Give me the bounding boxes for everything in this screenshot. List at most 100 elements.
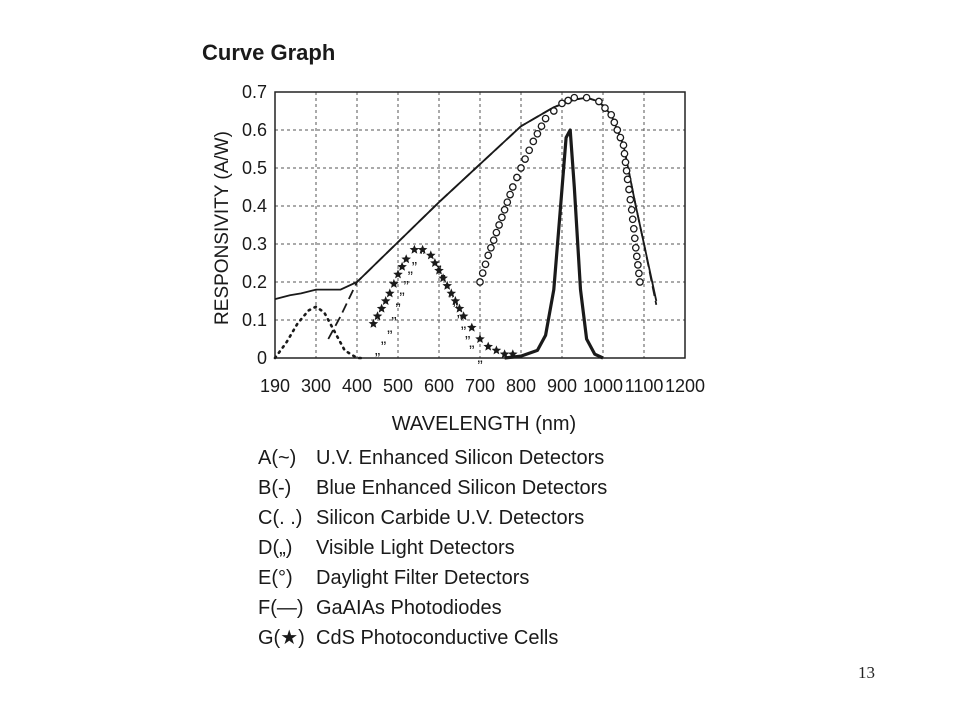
- legend-label: Daylight Filter Detectors: [316, 567, 530, 589]
- series-5: [504, 128, 604, 360]
- legend-key: B(-): [258, 477, 292, 499]
- y-tick-label: 0.1: [242, 310, 267, 330]
- circle-marker: [517, 164, 525, 172]
- circle-marker: [492, 228, 501, 237]
- series-line-solid: [274, 96, 658, 302]
- circle-marker: [634, 261, 642, 269]
- legend-key: D(„): [258, 537, 293, 559]
- comma-marker: „: [461, 315, 466, 332]
- series-1: [327, 96, 658, 340]
- star-marker: [499, 349, 510, 359]
- star-marker: [426, 250, 436, 260]
- star-marker: [393, 269, 403, 279]
- star-marker: [442, 280, 452, 290]
- circle-marker: [630, 234, 639, 243]
- x-tick-label: 900: [547, 376, 577, 396]
- circle-marker: [628, 215, 637, 224]
- circle-marker: [533, 129, 542, 138]
- star-marker: [376, 303, 387, 313]
- circle-marker: [620, 149, 629, 158]
- series-layer: „„„„„„„„„„„„„„„„„„„„„: [273, 93, 658, 366]
- star-marker: [458, 311, 469, 321]
- plot-frame: [274, 91, 686, 359]
- series-line-dotted: [273, 305, 367, 360]
- x-tick-label: 500: [383, 376, 413, 396]
- comma-marker: „: [408, 260, 413, 277]
- comma-marker: „: [412, 250, 417, 267]
- circle-marker: [610, 118, 619, 127]
- circle-marker: [626, 195, 635, 204]
- comma-marker: „: [391, 306, 396, 323]
- y-tick-label: 0.6: [242, 120, 267, 140]
- star-marker: [446, 288, 457, 298]
- legend-key: F(—): [258, 597, 304, 619]
- circle-marker: [595, 97, 603, 106]
- comma-marker: „: [477, 349, 482, 366]
- circle-marker: [489, 236, 498, 245]
- circle-marker: [632, 252, 641, 261]
- circle-marker: [529, 137, 538, 146]
- circle-marker: [506, 190, 514, 199]
- circle-marker: [481, 260, 490, 269]
- star-marker: [483, 341, 493, 351]
- star-marker: [409, 244, 420, 254]
- circle-marker: [636, 278, 644, 286]
- star-marker: [389, 278, 399, 288]
- y-tick-label: 0.7: [242, 82, 267, 102]
- tick-labels: 190 300 400 500 600 700 800 900 1000 1100 1200 0 0.1…: [242, 82, 705, 396]
- star-marker: [491, 345, 502, 355]
- star-marker: [467, 322, 477, 332]
- series-4: [476, 93, 644, 286]
- series-line-dashed: [327, 96, 658, 340]
- legend-label: Visible Light Detectors: [316, 537, 515, 559]
- comma-marker: „: [465, 325, 470, 342]
- grid: [275, 92, 685, 358]
- y-tick-label: 0.3: [242, 234, 267, 254]
- series-2: [273, 305, 367, 360]
- star-marker: [475, 334, 485, 343]
- circle-marker: [635, 269, 643, 278]
- circle-marker: [631, 243, 640, 252]
- circle-marker: [558, 99, 566, 108]
- y-axis-label: RESPONSIVITY (A/W): [212, 131, 233, 325]
- star-marker: [397, 261, 407, 271]
- legend-item: F(—) GaAIAs Photodiodes: [258, 593, 607, 623]
- comma-marker: „: [387, 319, 392, 336]
- circle-marker: [549, 107, 558, 115]
- star-marker: [454, 303, 465, 313]
- x-tick-label: 1000: [583, 376, 623, 396]
- star-marker: [430, 258, 440, 267]
- circle-marker: [495, 221, 503, 229]
- circle-marker: [503, 198, 512, 207]
- circle-marker: [607, 110, 616, 119]
- legend-item: E(°) Daylight Filter Detectors: [258, 563, 607, 593]
- x-tick-label: 1200: [665, 376, 705, 396]
- circle-marker: [541, 114, 550, 123]
- legend-label: CdS Photoconductive Cells: [316, 627, 559, 649]
- x-tick-label: 300: [301, 376, 331, 396]
- series-line-thick: [504, 128, 604, 360]
- circle-marker: [484, 251, 493, 260]
- circle-marker: [619, 141, 628, 150]
- series-6: [368, 244, 518, 359]
- legend-key: A(~): [258, 447, 297, 469]
- legend-item: A(~) U.V. Enhanced Silicon Detectors: [258, 443, 607, 473]
- star-marker: [401, 254, 411, 264]
- legend-key: C(. .): [258, 507, 303, 529]
- circle-marker: [601, 104, 609, 112]
- circle-marker: [508, 183, 517, 191]
- y-tick-label: 0.5: [242, 158, 267, 178]
- star-marker: [380, 296, 391, 305]
- legend-item: G(★) CdS Photoconductive Cells: [258, 623, 607, 653]
- comma-marker: „: [436, 254, 441, 271]
- circle-marker: [629, 224, 638, 233]
- circle-marker: [487, 243, 495, 252]
- circle-marker: [616, 133, 625, 142]
- star-marker: [450, 296, 461, 305]
- legend-item: B(-) Blue Enhanced Silicon Detectors: [258, 473, 607, 503]
- axes: [274, 91, 686, 359]
- x-tick-label: 700: [465, 376, 495, 396]
- comma-marker: „: [381, 330, 386, 347]
